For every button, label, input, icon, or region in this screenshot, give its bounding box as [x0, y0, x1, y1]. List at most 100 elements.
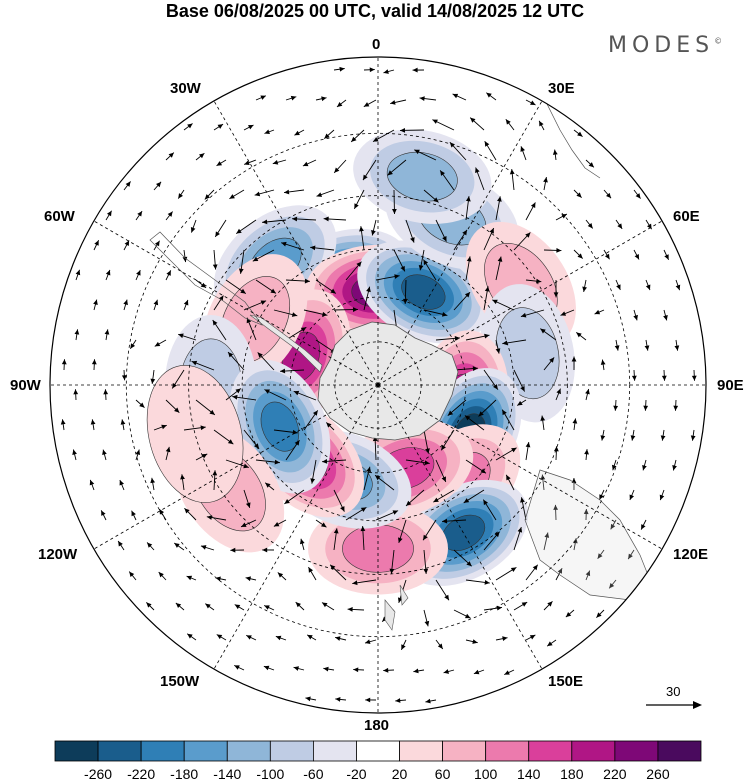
wind-arrowhead — [371, 230, 376, 236]
meridian-line — [377, 100, 543, 386]
wind-arrowhead — [330, 288, 336, 294]
wind-arrowhead — [347, 607, 353, 612]
colorbar-label: -260 — [84, 766, 113, 782]
lon-label-90e: 90E — [717, 377, 744, 394]
wind-arrowhead — [184, 508, 190, 514]
colorbar-segment — [183, 740, 228, 762]
wind-arrowhead — [587, 223, 593, 229]
wind-arrowhead — [495, 348, 501, 354]
wind-arrowhead — [494, 531, 500, 538]
wind-arrowhead — [609, 582, 615, 589]
wind-arrowhead — [304, 278, 310, 284]
wind-arrowhead — [583, 509, 589, 515]
wind-arrowhead — [504, 670, 510, 675]
wind-arrowhead — [634, 254, 640, 260]
wind-arrowhead — [502, 409, 507, 416]
colorbar-label: -140 — [213, 766, 242, 782]
wind-arrowhead — [521, 602, 528, 607]
wind-arrowhead — [166, 270, 171, 276]
colorbar-segment — [657, 740, 702, 762]
wind-arrowhead — [565, 612, 572, 618]
map-boundary — [49, 56, 707, 714]
wind-arrowhead — [312, 410, 318, 416]
wind-arrowhead — [529, 634, 536, 640]
wind-arrowhead — [322, 458, 328, 464]
wind-arrowhead — [585, 570, 591, 577]
wind-arrowhead — [235, 388, 241, 394]
wind-arrowhead — [150, 378, 156, 384]
wind-arrowhead — [414, 149, 420, 155]
anomaly-low-0-north — [353, 129, 492, 224]
wind-arrowhead — [600, 359, 606, 365]
wind-arrowhead — [330, 564, 336, 570]
wind-arrowhead — [510, 567, 517, 573]
wind-arrowhead — [209, 409, 215, 415]
wind-arrowhead — [316, 192, 323, 197]
colorbar-label: 180 — [560, 766, 584, 782]
wind-arrowhead — [248, 124, 254, 130]
wind-arrowhead — [547, 601, 553, 607]
wind-arrowhead — [433, 197, 439, 203]
wind-arrowhead — [295, 602, 301, 608]
wind-arrowhead — [365, 639, 371, 645]
wind-arrowhead — [123, 299, 128, 306]
wind-arrowhead — [212, 320, 218, 326]
wind-arrowhead — [245, 576, 252, 582]
colorbar-label: 60 — [434, 766, 451, 782]
wind-arrowhead — [103, 389, 109, 395]
meridian-line — [213, 384, 379, 670]
wind-arrowhead — [520, 385, 525, 392]
wind-arrowhead — [215, 231, 220, 237]
wind-arrowhead — [60, 419, 66, 425]
wind-arrowhead — [294, 440, 300, 446]
wind-arrowhead — [560, 311, 567, 316]
colorbar-segment — [614, 740, 659, 762]
map-disk — [50, 57, 706, 713]
wind-arrowhead — [588, 162, 594, 168]
reference-vector — [646, 701, 702, 709]
wind-arrowhead — [353, 667, 359, 673]
wind-arrowhead — [168, 152, 174, 158]
wind-arrowhead — [175, 602, 182, 609]
wind-arrowhead — [383, 667, 389, 673]
wind-arrowhead — [410, 237, 415, 243]
wind-arrowhead — [540, 328, 546, 334]
wind-arrowhead — [674, 345, 680, 351]
wind-arrowhead — [158, 572, 164, 578]
wind-arrowhead — [155, 181, 162, 188]
wind-arrowhead — [147, 542, 153, 548]
colorbar-label: -180 — [170, 766, 199, 782]
anomaly-contour — [401, 274, 446, 310]
wind-arrowhead — [576, 332, 582, 338]
wind-arrowhead — [492, 299, 498, 305]
wind-arrowhead — [553, 292, 559, 298]
wind-arrowhead — [308, 567, 314, 573]
wind-arrowhead — [229, 194, 235, 199]
wind-arrowhead — [517, 527, 523, 533]
wind-arrowhead — [556, 388, 561, 395]
wind-arrowhead — [236, 228, 242, 234]
colorbar-segment — [399, 740, 443, 762]
wind-arrowhead — [293, 390, 300, 396]
wind-arrowhead — [333, 528, 339, 534]
map-title: Base 06/08/2025 00 UTC, valid 14/08/2025… — [165, 1, 585, 21]
wind-arrowhead — [228, 352, 234, 358]
wind-arrowhead — [412, 67, 418, 73]
colorbar-segment — [269, 740, 314, 762]
wind-arrowhead — [275, 635, 282, 641]
wind-arrowhead — [264, 389, 270, 394]
wind-arrowhead — [442, 518, 448, 524]
colorbar-label: 220 — [603, 766, 627, 782]
wind-arrowhead — [90, 419, 96, 425]
colorbar-label: -220 — [127, 766, 156, 782]
wind-arrowhead — [594, 309, 601, 315]
colorbar-segment — [140, 740, 185, 762]
wind-arrowhead — [284, 498, 290, 504]
wind-arrowhead — [465, 196, 471, 202]
wind-arrowhead — [187, 123, 193, 129]
wind-arrowhead — [530, 202, 536, 208]
wind-arrowhead — [324, 133, 330, 139]
wind-arrowhead — [517, 400, 523, 406]
wind-arrowhead — [105, 269, 111, 276]
wind-arrowhead — [614, 345, 620, 351]
